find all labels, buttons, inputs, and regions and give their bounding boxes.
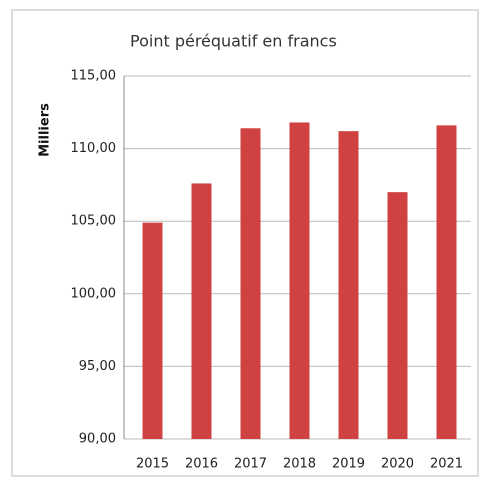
y-tick-label: 95,00 — [79, 359, 116, 374]
x-tick-label: 2021 — [430, 457, 463, 472]
bar — [142, 222, 163, 439]
x-tick-label: 2017 — [234, 457, 267, 472]
bar — [289, 122, 310, 440]
x-tick-label: 2020 — [381, 457, 414, 472]
x-tick-label: 2016 — [185, 457, 218, 472]
x-tick-label: 2015 — [136, 457, 169, 472]
bar — [191, 183, 212, 439]
y-tick-label: 105,00 — [71, 214, 117, 229]
y-tick-label: 90,00 — [79, 432, 116, 447]
chart-title: Point péréquatif en francs — [130, 32, 337, 51]
bar — [240, 128, 261, 439]
y-tick-label: 110,00 — [71, 141, 117, 156]
x-tick-label: 2018 — [283, 457, 316, 472]
y-tick-label: 115,00 — [71, 69, 117, 84]
bar — [436, 125, 457, 440]
y-axis-label: Milliers — [38, 103, 53, 157]
bar — [338, 131, 359, 439]
frame — [11, 9, 479, 477]
y-tick-label: 100,00 — [71, 286, 117, 301]
x-tick-label: 2019 — [332, 457, 365, 472]
bar — [387, 192, 408, 439]
